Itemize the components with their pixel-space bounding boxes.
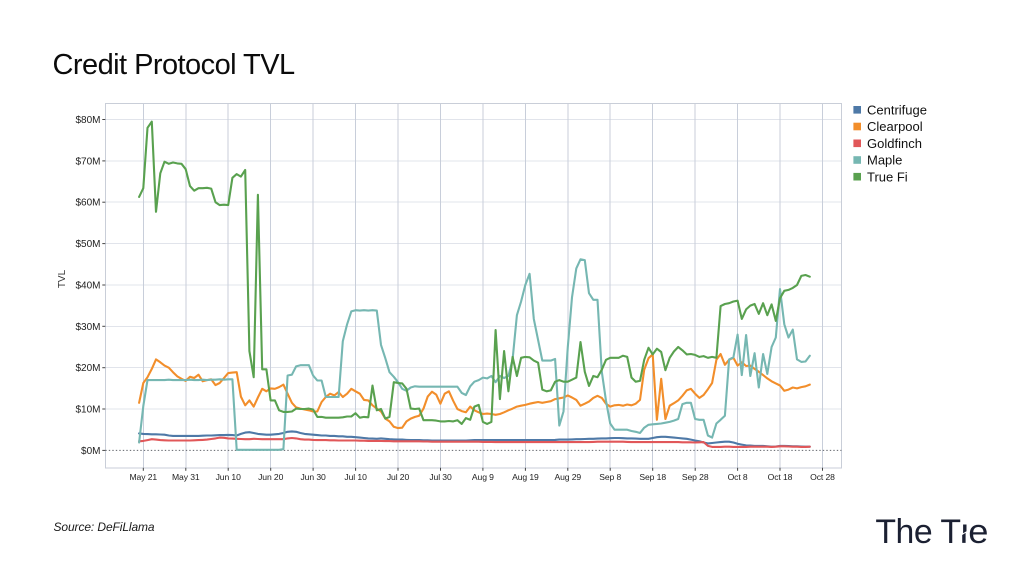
svg-text:Sep 28: Sep 28 xyxy=(682,472,709,482)
svg-text:Sep 18: Sep 18 xyxy=(639,472,666,482)
svg-text:$60M: $60M xyxy=(75,198,100,209)
svg-text:Aug 9: Aug 9 xyxy=(472,472,494,482)
svg-text:$10M: $10M xyxy=(75,405,100,416)
svg-text:Jul 30: Jul 30 xyxy=(429,472,452,482)
svg-text:$80M: $80M xyxy=(75,115,100,126)
svg-text:Jun 10: Jun 10 xyxy=(216,472,242,482)
svg-text:Jul 10: Jul 10 xyxy=(344,472,367,482)
svg-text:Sep 8: Sep 8 xyxy=(599,472,621,482)
svg-text:$0M: $0M xyxy=(81,446,100,457)
svg-text:Oct 28: Oct 28 xyxy=(810,472,835,482)
svg-text:e: e xyxy=(968,513,988,551)
svg-text:Aug 29: Aug 29 xyxy=(554,472,581,482)
svg-text:Jun 20: Jun 20 xyxy=(258,472,284,482)
svg-text:Maple: Maple xyxy=(867,153,902,168)
svg-text:The T: The T xyxy=(875,513,960,551)
svg-text:May 31: May 31 xyxy=(172,472,200,482)
svg-text:May 21: May 21 xyxy=(130,472,158,482)
svg-text:$30M: $30M xyxy=(75,322,100,333)
svg-text:Goldfinch: Goldfinch xyxy=(867,136,922,151)
svg-text:True Fi: True Fi xyxy=(867,169,908,184)
svg-text:Aug 19: Aug 19 xyxy=(512,472,539,482)
svg-text:$40M: $40M xyxy=(75,281,100,292)
svg-text:Oct 8: Oct 8 xyxy=(728,472,748,482)
svg-text:Jul 20: Jul 20 xyxy=(387,472,410,482)
svg-text:Jun 30: Jun 30 xyxy=(300,472,326,482)
svg-text:$50M: $50M xyxy=(75,239,100,250)
svg-text:$70M: $70M xyxy=(75,156,100,167)
svg-text:Oct 18: Oct 18 xyxy=(768,472,793,482)
svg-text:Centrifuge: Centrifuge xyxy=(867,102,927,117)
svg-text:$20M: $20M xyxy=(75,363,100,374)
svg-text:TVL: TVL xyxy=(57,269,68,288)
svg-text:Clearpool: Clearpool xyxy=(867,119,923,134)
